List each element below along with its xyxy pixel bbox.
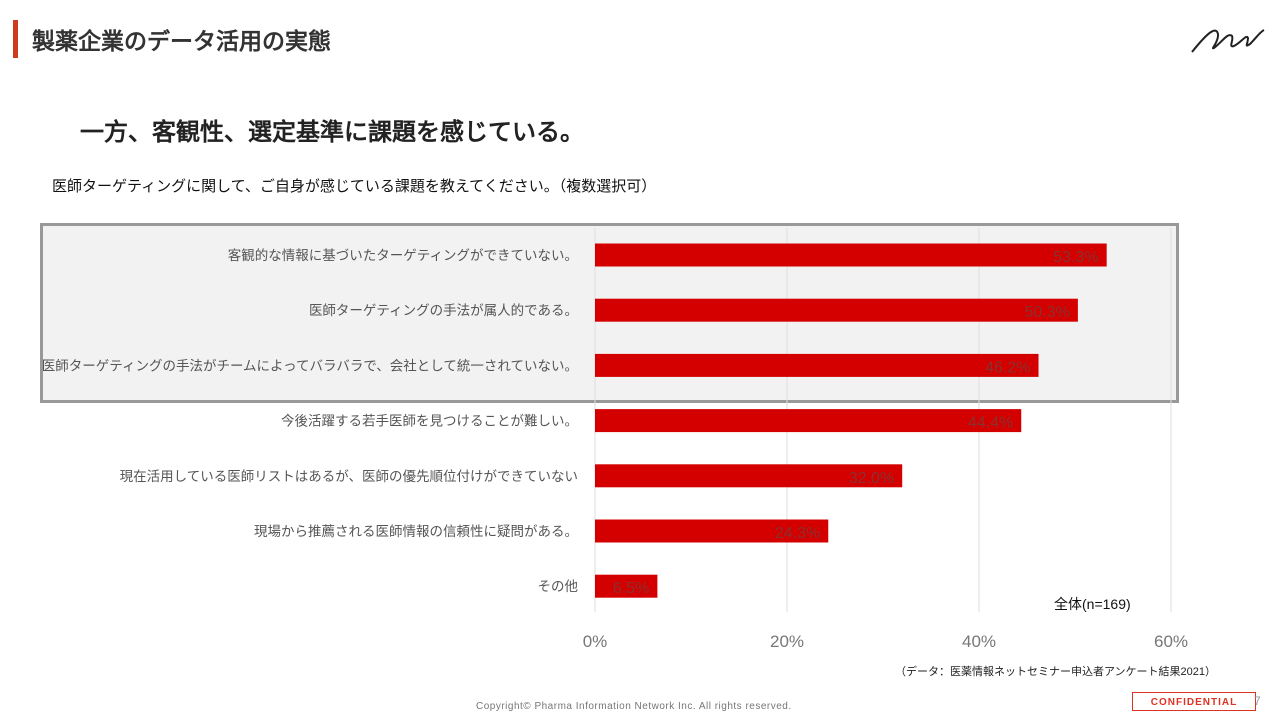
bar (595, 464, 903, 488)
category-label: その他 (538, 579, 579, 594)
tick-label: 60% (1154, 632, 1188, 651)
bar (595, 574, 658, 598)
category-label: 医師ターゲティングの手法が属人的である。 (309, 303, 578, 318)
page-number: 7 (1254, 694, 1261, 708)
headline: 一方、客観性、選定基準に課題を感じている。 (80, 119, 584, 146)
title-accent-bar (13, 20, 18, 58)
category-label: 現場から推薦される医師情報の信頼性に疑問がある。 (254, 524, 578, 539)
data-label: 24.3% (775, 525, 820, 542)
data-label: 50.3% (1025, 304, 1070, 321)
copyright: Copyright© Pharma Information Network In… (476, 701, 792, 712)
tick-label: 0% (583, 632, 608, 651)
tick-label: 20% (770, 632, 804, 651)
category-label: 客観的な情報に基づいたターゲティングができていない。 (228, 247, 578, 263)
category-label: 医師ターゲティングの手法がチームによってバラバラで、会社として統一されていない。 (42, 358, 578, 373)
bar (595, 519, 829, 543)
survey-question: 医師ターゲティングに関して、ご自身が感じている課題を教えてください。（複数選択可… (52, 178, 657, 195)
category-label: 今後活躍する若手医師を見つけることが難しい。 (281, 414, 578, 429)
data-source: （データ：医薬情報ネットセミナー申込者アンケート結果2021） (895, 666, 1217, 678)
data-label: 46.2% (985, 359, 1030, 376)
slide-title: 製薬企業のデータ活用の実態 (32, 28, 331, 54)
bar (595, 243, 1107, 267)
category-label: 現在活用している医師リストはあるが、医師の優先順位付けができていない (120, 469, 578, 484)
data-label: 6.5% (613, 580, 649, 597)
bar (595, 353, 1039, 377)
confidential-badge: CONFIDENTIAL (1132, 692, 1256, 711)
signature-logo (1191, 29, 1265, 53)
tick-label: 40% (962, 632, 996, 651)
data-label: 32.0% (849, 470, 894, 487)
bar (595, 298, 1078, 322)
sample-size-annotation: 全体(n=169) (1054, 596, 1131, 612)
bar (595, 409, 1022, 433)
data-label: 44.4% (968, 415, 1013, 432)
data-label: 53.3% (1053, 249, 1098, 266)
